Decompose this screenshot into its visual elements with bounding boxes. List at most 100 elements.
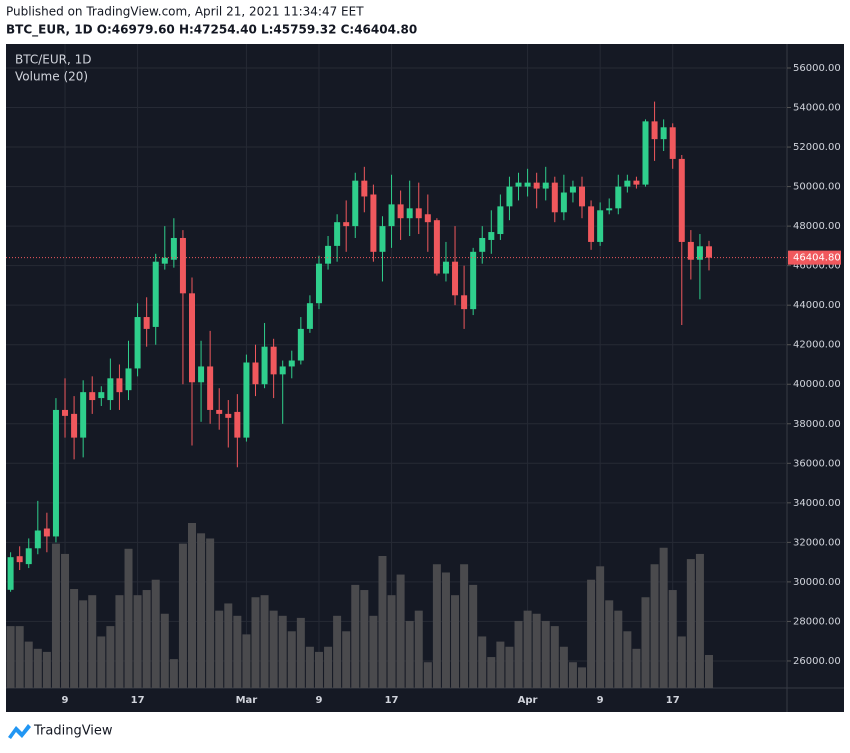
candle-body [551,182,558,213]
volume-bar [369,615,378,688]
volume-bar [188,523,196,688]
candle-body [306,303,313,329]
candle-body [660,127,667,140]
candle-body [379,226,386,252]
candle-body [25,548,32,565]
candle-body [279,366,286,375]
candle-body [452,261,459,296]
candle-body [606,208,613,211]
logo: TradingView [8,724,113,739]
candle-body [461,295,468,310]
candle-body [388,204,395,227]
volume-bar [514,620,523,688]
y-tick-label: 48000.00 [793,221,841,232]
volume-bar [305,646,314,688]
candle-body [406,208,413,219]
volume-bar [314,651,323,688]
volume-bar [224,603,233,688]
candle-body [161,257,168,264]
volume-bar [278,615,287,688]
candle-body [579,186,586,207]
candle-body [152,261,159,327]
volume-bar [287,631,296,688]
candle-body [43,528,50,537]
volume-bar [142,590,151,688]
candle-body [696,246,703,260]
volume-bar [351,584,360,688]
volume-bar [151,579,160,688]
candle-body [261,346,268,385]
candle-body [34,530,41,549]
candle-body [143,317,150,329]
volume-bar [79,600,88,688]
volume-bar [124,548,133,688]
candle-body [225,413,232,418]
volume-bar [197,533,206,688]
candle-body [7,557,14,590]
volume-bar [206,538,215,688]
volume-bar [487,657,496,688]
candle-body [624,180,631,187]
volume-bar [478,636,487,688]
volume-bar [668,590,677,688]
candle-body [80,392,87,438]
candle-body [207,366,214,410]
volume-bar [15,626,24,688]
volume-bar [24,641,33,688]
y-tick-label: 56000.00 [793,63,841,74]
candle-body [179,237,186,294]
y-tick-label: 28000.00 [793,616,841,627]
y-tick-label: 52000.00 [793,142,841,153]
volume-bar [260,595,269,688]
volume-bar [269,610,278,688]
candle-body [198,366,205,383]
overlay: 46404.80 [6,250,841,265]
candle-body [325,245,332,264]
volume-bar [704,655,713,688]
volume-bar [233,615,242,688]
candle-body [189,293,195,383]
x-tick-label: Apr [518,695,538,706]
volume-bar [578,667,587,688]
candle-body [524,182,531,187]
volume-bar [360,590,369,688]
volume-bar [160,613,169,688]
candle-body [125,368,132,391]
volume-bar [686,559,695,688]
candle-body [16,556,23,563]
candle-body [107,378,114,401]
candle-body [569,186,576,193]
volume-bar [441,572,450,688]
volume-bar [405,620,414,688]
candle-body [343,222,350,227]
candle-body [515,182,522,187]
y-tick-label: 42000.00 [793,340,841,351]
volume-bar [568,662,577,688]
x-tick-label: 17 [666,695,680,706]
y-tick-label: 40000.00 [793,379,841,390]
candle-body [89,392,96,401]
candle-body [370,194,377,252]
candle-body [533,182,540,189]
volume-bar [414,610,423,688]
candle-body [71,413,78,438]
candle-body [615,186,622,209]
candle-body [442,261,449,274]
volume-bar [106,626,115,688]
candle-body [62,409,69,416]
candle-body [334,222,341,246]
candle-body [560,192,567,213]
candle-layer [7,101,712,592]
volume-bar [333,615,342,688]
y-tick-label: 36000.00 [793,458,841,469]
candle-body [116,378,123,393]
last-price-box [788,250,841,265]
volume-bar [605,600,614,688]
volume-bar [61,553,70,688]
candle-body [234,411,241,438]
volume-bar [541,620,550,688]
volume-bar [550,626,559,688]
logo-icon [8,724,31,739]
